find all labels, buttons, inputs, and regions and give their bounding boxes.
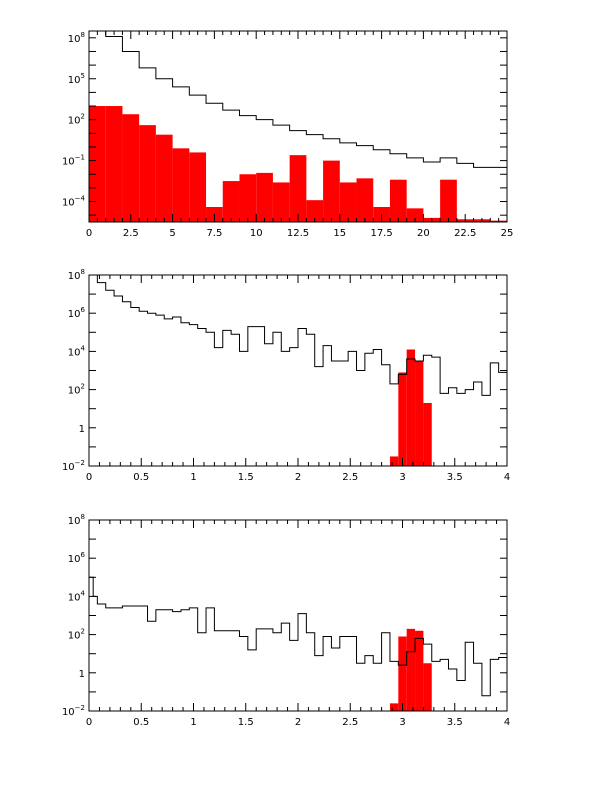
x-tick-label: 5: [169, 228, 175, 239]
plot-frame: [88, 274, 508, 467]
x-tick-label: 15: [333, 228, 346, 239]
x-tick-label: 2: [295, 472, 301, 483]
x-tick-label: 1.5: [238, 717, 254, 728]
x-tick-label: 2: [295, 717, 301, 728]
panel-top: 0 2.5 5 7.5 10 12.5 15 17.5 20 22.5 25 108 105 102 10−…: [62, 30, 514, 239]
panel-middle: 0 0.5 1 1.5 2 2.5 3 3.5 4 108 106 104 102 1 10−2: [62, 268, 510, 483]
y-tick-label: 108: [68, 31, 85, 45]
filled-bin: [440, 179, 457, 222]
filled-bin: [406, 349, 416, 466]
y-tick-label: 102: [68, 383, 85, 397]
filled-bin: [89, 106, 106, 222]
y-tick-label: 104: [68, 344, 86, 358]
y-tick-label: 1: [79, 424, 85, 435]
x-tick-label: 0: [86, 717, 92, 728]
x-tick-label: 12.5: [287, 228, 309, 239]
filled-bin: [415, 630, 424, 711]
filled-bin: [272, 182, 290, 222]
y-tick-label: 1: [79, 669, 85, 680]
y-tick-label: 102: [68, 113, 85, 127]
x-tick-label: 1.5: [238, 472, 254, 483]
x-tick-label: 0.5: [133, 472, 149, 483]
filled-bin: [139, 125, 156, 222]
filled-bin: [289, 155, 307, 222]
y-tick-label: 106: [68, 551, 86, 565]
x-tick-label: 2.5: [123, 228, 139, 239]
filled-bin: [406, 628, 416, 711]
filled-bin: [389, 456, 399, 466]
filled-bin: [423, 402, 432, 466]
y-tick-label: 102: [68, 628, 85, 642]
x-tick-label: 4: [504, 717, 510, 728]
y-tick-label: 10−2: [62, 704, 85, 718]
filled-bin: [323, 160, 340, 222]
x-tick-label: 17.5: [370, 228, 392, 239]
filled-bin: [122, 114, 140, 222]
filled-bin: [222, 181, 240, 222]
filled-bin: [389, 703, 399, 711]
y-tick-label: 104: [68, 589, 86, 603]
x-tick-label: 2.5: [342, 717, 358, 728]
x-tick-label: 4: [504, 472, 510, 483]
filled-bin: [423, 663, 432, 711]
y-tick-label: 106: [68, 306, 86, 320]
filled-bin: [339, 182, 357, 222]
outline-histogram: [89, 576, 507, 697]
y-tick-label: 105: [68, 72, 85, 86]
filled-bin: [239, 174, 257, 222]
x-tick-label: 3.5: [447, 472, 463, 483]
x-tick-label: 1: [190, 472, 196, 483]
x-tick-label: 0: [86, 228, 92, 239]
x-tick-label: 7.5: [206, 228, 222, 239]
x-tick-label: 1: [190, 717, 196, 728]
x-tick-label: 25: [501, 228, 514, 239]
y-tick-label: 108: [68, 268, 85, 282]
filled-bin: [398, 372, 407, 466]
y-tick-label: 10−4: [62, 195, 86, 209]
filled-bin: [398, 636, 407, 711]
filled-bin: [155, 134, 173, 222]
filled-bin: [415, 360, 424, 466]
x-tick-label: 0.5: [133, 717, 149, 728]
filled-bin: [105, 106, 123, 222]
x-tick-label: 3.5: [447, 717, 463, 728]
filled-bin: [406, 208, 424, 222]
filled-bin: [389, 179, 407, 222]
filled-bin: [189, 152, 207, 222]
x-tick-label: 22.5: [454, 228, 476, 239]
x-tick-label: 0: [86, 472, 92, 483]
panel-bottom: 0 0.5 1 1.5 2 2.5 3 3.5 4 108 106 104 102 1 10−2: [62, 513, 510, 728]
y-tick-label: 10−2: [62, 459, 85, 473]
x-tick-label: 3: [399, 717, 405, 728]
y-tick-label: 10−1: [62, 154, 85, 168]
x-tick-label: 3: [399, 472, 405, 483]
filled-bin: [256, 172, 273, 222]
filled-bin: [306, 200, 324, 222]
filled-bin: [172, 148, 190, 222]
y-tick-label: 108: [68, 513, 85, 527]
x-tick-label: 20: [417, 228, 430, 239]
x-tick-label: 10: [250, 228, 263, 239]
outline-histogram: [89, 274, 507, 396]
outline-histogram: [89, 30, 507, 168]
x-tick-label: 2.5: [342, 472, 358, 483]
filled-bin: [356, 178, 374, 222]
